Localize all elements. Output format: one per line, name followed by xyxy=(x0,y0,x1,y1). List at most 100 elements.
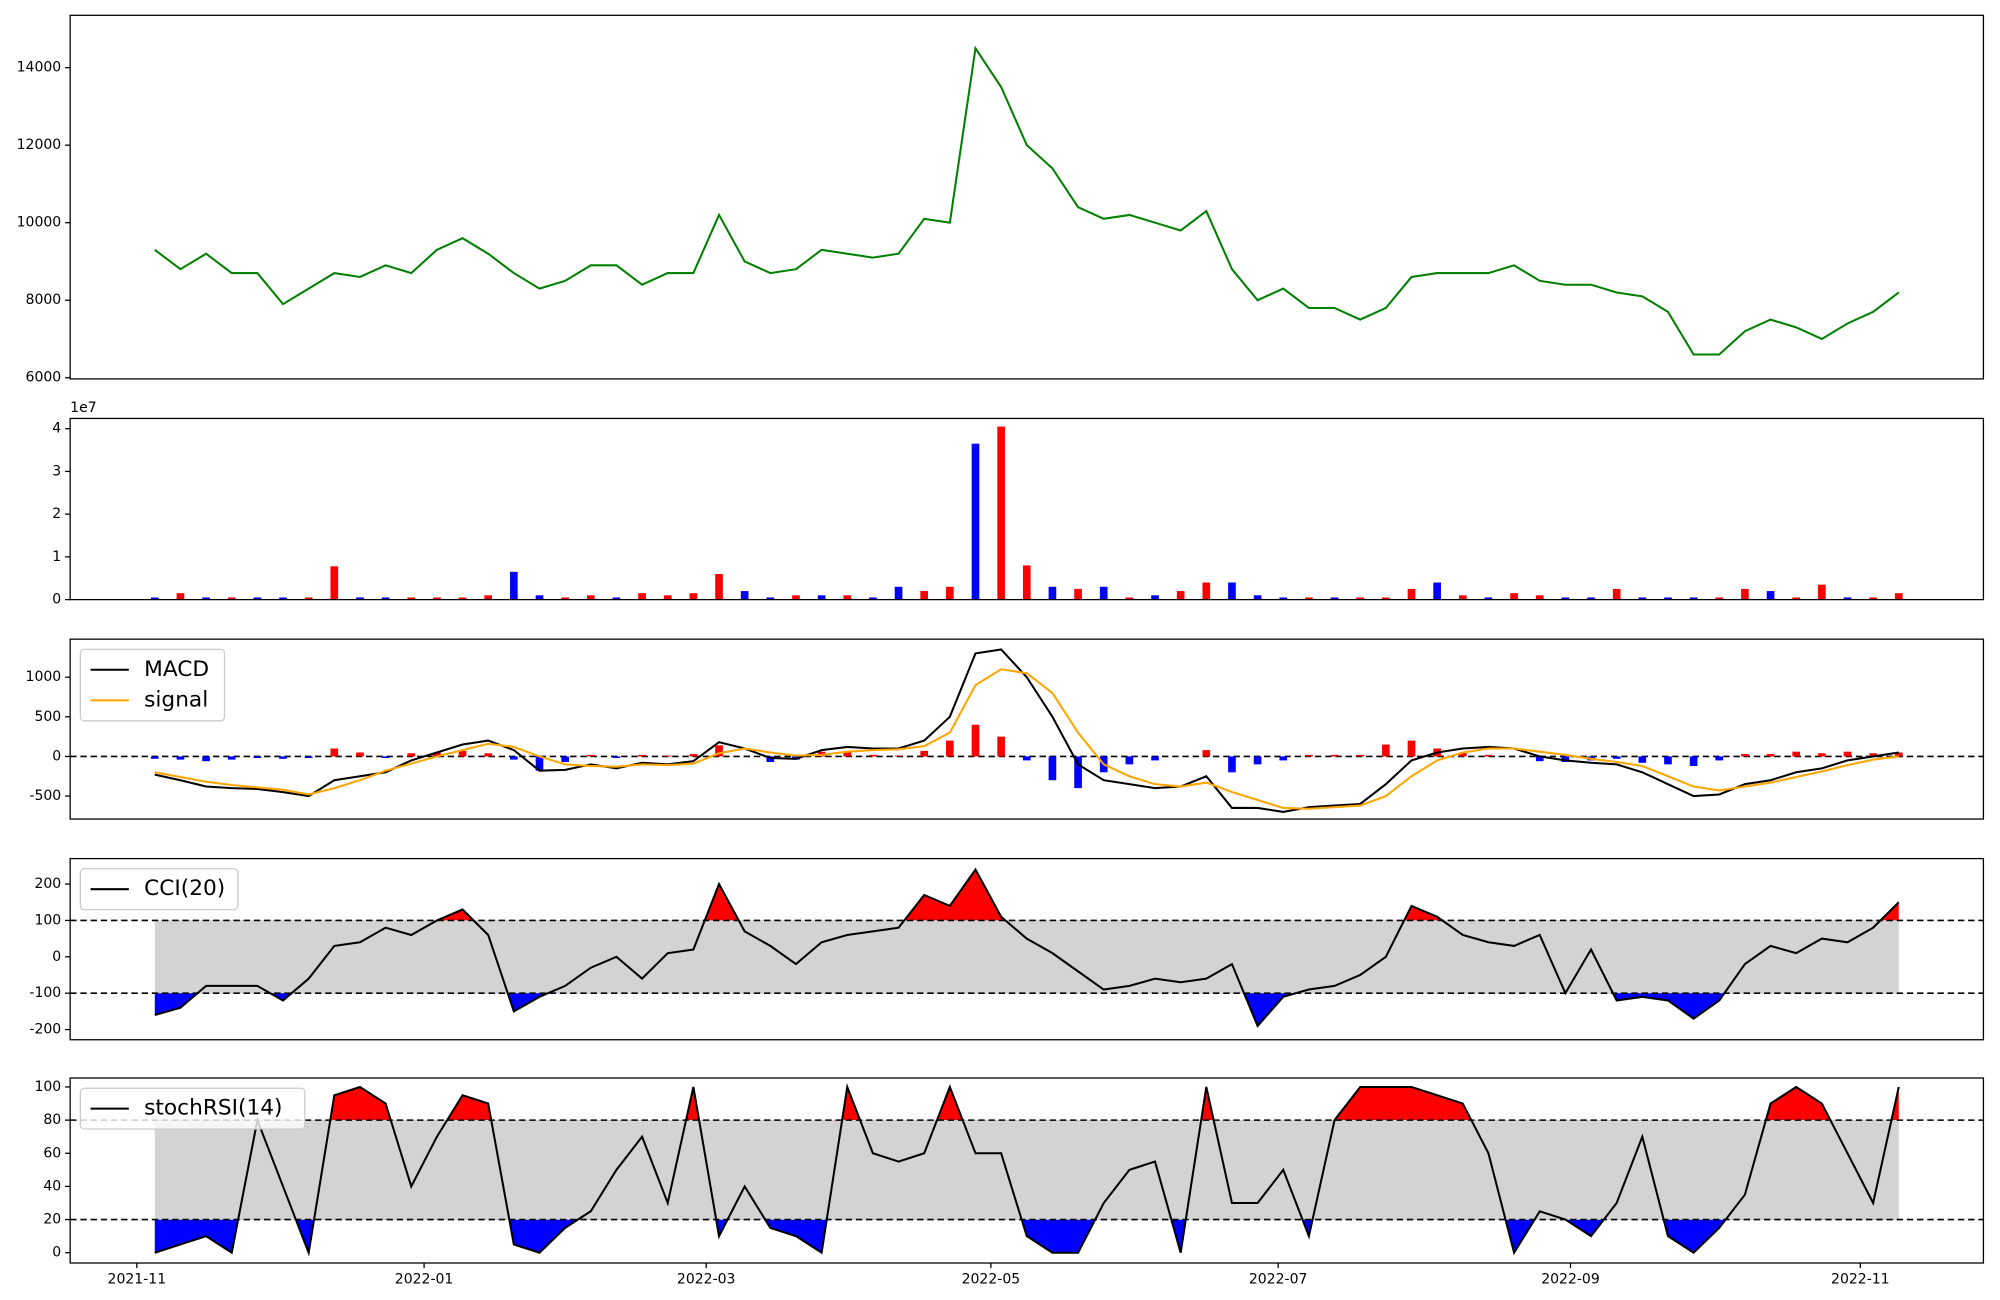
volume-bar xyxy=(253,597,262,600)
volume-bar xyxy=(843,595,852,600)
volume-bar xyxy=(1407,588,1416,600)
volume-bar xyxy=(1535,595,1544,600)
volume-bar xyxy=(1664,597,1672,600)
volume-bar xyxy=(792,595,800,600)
volume-bar xyxy=(330,566,339,600)
histogram-bar xyxy=(638,754,646,757)
histogram-bar xyxy=(1612,756,1621,759)
histogram-bar xyxy=(253,756,262,759)
legend-box xyxy=(79,648,226,722)
histogram-bar xyxy=(1664,756,1672,765)
offset-label: 1e7 xyxy=(70,400,96,416)
volume-bar xyxy=(458,597,467,600)
histogram-bar xyxy=(920,750,929,757)
volume-bar xyxy=(1741,588,1749,600)
volume-bar xyxy=(1202,582,1211,600)
y-tick-label: 0 xyxy=(52,1245,61,1261)
volume-bar xyxy=(971,443,980,600)
x-tick-label: 2022-09 xyxy=(1541,1272,1600,1288)
y-tick-label: 100 xyxy=(34,1079,61,1095)
y-tick-label: 80 xyxy=(43,1112,61,1128)
volume-bar xyxy=(869,597,877,600)
histogram-bar xyxy=(946,740,954,757)
histogram-bar xyxy=(1382,744,1390,757)
volume-bar xyxy=(1330,597,1339,600)
histogram-bar xyxy=(1638,756,1647,763)
x-tick-label: 2022-11 xyxy=(1831,1272,1890,1288)
histogram-bar xyxy=(484,753,493,757)
volume-bar xyxy=(1561,597,1570,600)
plot-frame xyxy=(69,1077,1985,1264)
series-line xyxy=(154,867,1900,1028)
volume-bar xyxy=(1869,597,1877,600)
histogram-bar xyxy=(561,756,569,762)
volume-bar xyxy=(1894,593,1903,600)
legend-box xyxy=(79,868,239,911)
band xyxy=(154,1120,1899,1220)
band xyxy=(154,920,1899,994)
plot-frame xyxy=(69,417,1985,601)
histogram-bar xyxy=(894,755,903,757)
histogram-bar xyxy=(304,756,313,759)
volume-bar xyxy=(894,586,903,600)
histogram-bar xyxy=(202,756,210,762)
volume-bar xyxy=(1356,597,1365,600)
y-tick-label: 8000 xyxy=(26,292,62,308)
volume-bar xyxy=(202,597,210,600)
volume-bar xyxy=(766,597,775,600)
volume-bar xyxy=(638,593,646,600)
volume-bar xyxy=(484,595,493,600)
volume-bar xyxy=(279,597,287,600)
histogram-bar xyxy=(433,752,441,757)
volume-bar xyxy=(1510,593,1518,600)
volume-bar xyxy=(510,571,518,600)
histogram-bar xyxy=(1407,740,1416,757)
histogram-bar xyxy=(407,753,416,757)
y-tick-label: 0 xyxy=(52,949,61,965)
histogram-bar xyxy=(535,756,544,771)
histogram-bar xyxy=(1843,751,1852,757)
y-tick-label: -100 xyxy=(29,985,61,1001)
plot-frame xyxy=(69,638,1985,820)
plot-frame xyxy=(69,857,1985,1041)
histogram-bar xyxy=(715,745,723,757)
volume-bar xyxy=(1792,597,1801,600)
histogram-bar xyxy=(1048,756,1057,781)
histogram-bar xyxy=(1074,756,1082,789)
volume-bar xyxy=(1305,597,1313,600)
volume-bar xyxy=(433,597,441,600)
histogram-bar xyxy=(1689,756,1698,766)
volume-bar xyxy=(150,597,159,600)
y-tick-label: 200 xyxy=(34,876,61,892)
histogram-bar xyxy=(1741,754,1749,757)
y-tick-label: 1000 xyxy=(26,669,62,685)
volume-bar xyxy=(1176,591,1185,600)
volume-bar xyxy=(176,593,185,600)
series-line xyxy=(154,45,1900,356)
volume-bar xyxy=(1279,597,1288,600)
histogram-bar xyxy=(176,756,185,760)
y-tick-label: 10000 xyxy=(17,215,62,231)
y-tick-label: 20 xyxy=(43,1212,61,1228)
volume-bar xyxy=(1612,588,1621,600)
x-tick-label: 2022-07 xyxy=(1249,1272,1308,1288)
x-tick-label: 2022-05 xyxy=(962,1272,1021,1288)
volume-bar xyxy=(1022,565,1031,600)
series-line xyxy=(154,668,1899,810)
volume-bar xyxy=(689,593,698,600)
volume-bar xyxy=(715,573,723,600)
histogram-bar xyxy=(1228,756,1236,773)
volume-bar xyxy=(304,597,313,600)
x-tick-label: 2022-01 xyxy=(395,1272,454,1288)
y-tick-label: 14000 xyxy=(17,60,62,76)
y-tick-label: 60 xyxy=(43,1145,61,1161)
histogram-bar xyxy=(381,756,390,759)
y-tick-label: 1 xyxy=(52,549,61,565)
volume-bar xyxy=(997,426,1005,600)
histogram-bar xyxy=(279,756,287,759)
y-tick-label: 0 xyxy=(52,592,61,608)
histogram-bar xyxy=(356,752,364,757)
histogram-bar xyxy=(971,724,980,757)
plot-frame xyxy=(69,14,1985,380)
